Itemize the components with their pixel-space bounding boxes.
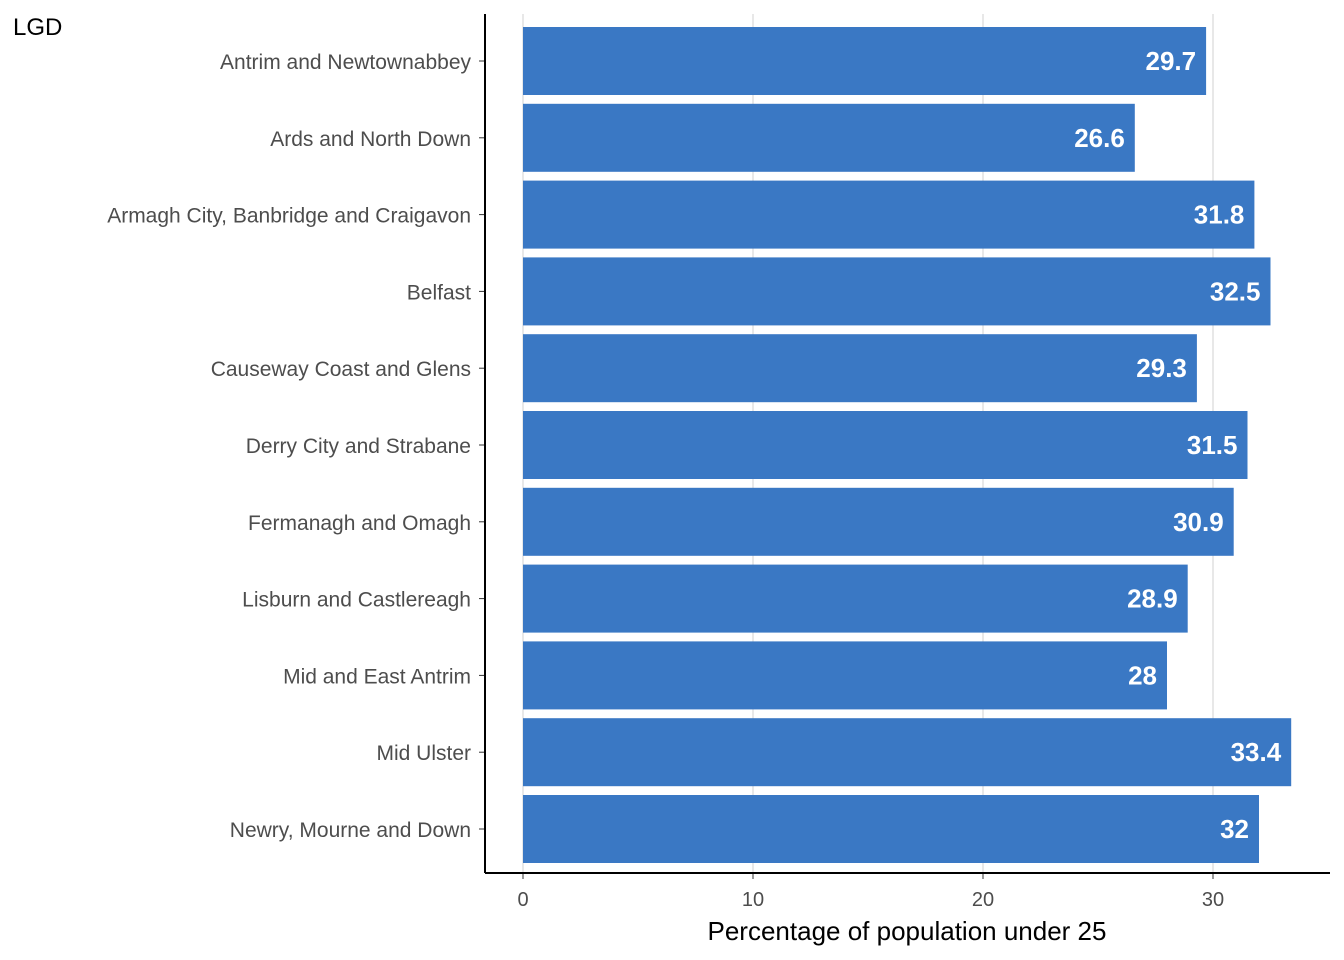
- x-tick-labels: 0 10 20 30: [517, 889, 1224, 911]
- data-label: 32.5: [1210, 276, 1261, 306]
- y-axis-title: LGD: [13, 14, 62, 41]
- category-label: Mid and East Antrim: [283, 665, 471, 688]
- category-label: Armagh City, Banbridge and Craigavon: [107, 205, 471, 228]
- bar: [523, 257, 1271, 326]
- data-label: 29.7: [1145, 46, 1196, 76]
- category-label: Lisburn and Castlereagh: [242, 589, 471, 612]
- category-label: Mid Ulster: [376, 742, 471, 765]
- category-labels: Antrim and Newtownabbey Ards and North Do…: [107, 51, 471, 842]
- bar: [523, 795, 1259, 863]
- bar: [523, 180, 1255, 249]
- data-label: 28: [1128, 660, 1157, 690]
- x-tick-label: 30: [1202, 889, 1224, 911]
- bar: [523, 718, 1292, 787]
- bar: [523, 564, 1188, 633]
- bar: [523, 334, 1197, 403]
- category-label: Antrim and Newtownabbey: [220, 51, 471, 74]
- bar: [523, 103, 1135, 172]
- data-label: 33.4: [1231, 737, 1282, 767]
- data-label: 31.5: [1187, 430, 1238, 460]
- data-label: 30.9: [1173, 507, 1224, 537]
- x-tick-label: 20: [972, 889, 994, 911]
- x-axis-title: Percentage of population under 25: [708, 916, 1107, 946]
- bars: [523, 27, 1292, 863]
- bar: [523, 487, 1234, 556]
- category-label: Derry City and Strabane: [246, 435, 471, 458]
- category-label: Ards and North Down: [270, 128, 471, 151]
- x-tick-label: 10: [742, 889, 764, 911]
- data-label: 28.9: [1127, 584, 1178, 614]
- data-label: 26.6: [1074, 123, 1125, 153]
- bar: [523, 641, 1167, 710]
- bar: [523, 27, 1207, 95]
- category-label: Fermanagh and Omagh: [248, 512, 471, 535]
- category-label: Newry, Mourne and Down: [230, 819, 471, 842]
- data-labels: 29.7 26.6 31.8 32.5 29.3 31.5 30.9 28.9 28 33.4 32: [1074, 46, 1282, 844]
- category-label: Causeway Coast and Glens: [211, 358, 471, 381]
- bar: [523, 411, 1248, 479]
- axes: [479, 14, 1330, 879]
- data-label: 31.8: [1194, 200, 1245, 230]
- category-label: Belfast: [407, 281, 471, 304]
- data-label: 29.3: [1136, 353, 1187, 383]
- x-tick-label: 0: [517, 889, 528, 911]
- data-label: 32: [1220, 814, 1249, 844]
